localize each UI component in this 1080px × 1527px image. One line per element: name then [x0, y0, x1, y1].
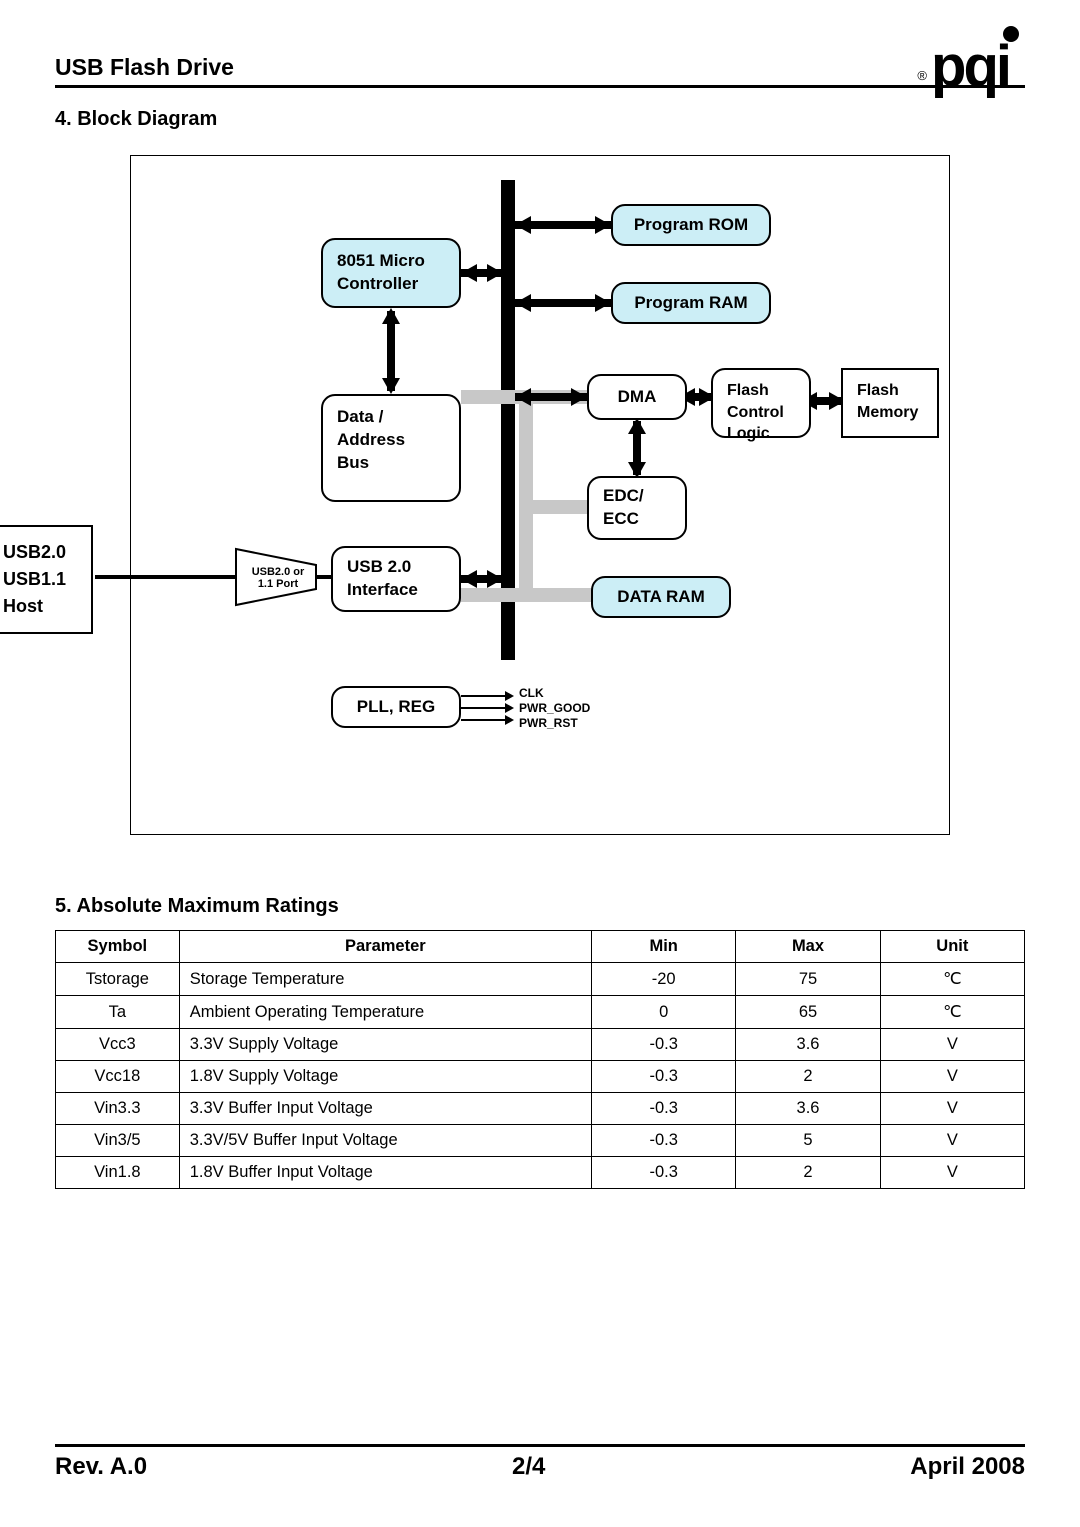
- table-row: TstorageStorage Temperature-2075℃: [56, 963, 1025, 996]
- table-cell: 0: [592, 996, 736, 1029]
- table-cell: V: [880, 1157, 1024, 1189]
- node-data-ram: DATA RAM: [591, 576, 731, 618]
- table-cell: -0.3: [592, 1125, 736, 1157]
- node-edc-ecc: EDC/ECC: [587, 476, 687, 540]
- col-symbol: Symbol: [56, 931, 180, 963]
- table-cell: -0.3: [592, 1157, 736, 1189]
- table-cell: V: [880, 1093, 1024, 1125]
- table-cell: 3.3V/5V Buffer Input Voltage: [179, 1125, 591, 1157]
- node-flash-control-logic: FlashControlLogic: [711, 368, 811, 438]
- table-cell: Ta: [56, 996, 180, 1029]
- node-program-rom: Program ROM: [611, 204, 771, 246]
- table-row: TaAmbient Operating Temperature065℃: [56, 996, 1025, 1029]
- table-cell: 5: [736, 1125, 880, 1157]
- table-row: Vin1.81.8V Buffer Input Voltage-0.32V: [56, 1157, 1025, 1189]
- table-cell: Vcc3: [56, 1029, 180, 1061]
- diagram-canvas: CLK PWR_GOOD PWR_RST 8051 MicroControlle…: [130, 155, 950, 835]
- table-cell: 3.3V Buffer Input Voltage: [179, 1093, 591, 1125]
- node-flash-memory: FlashMemory: [841, 368, 939, 438]
- table-cell: 2: [736, 1061, 880, 1093]
- node-program-ram: Program RAM: [611, 282, 771, 324]
- table-cell: Vin1.8: [56, 1157, 180, 1189]
- gray-bus-h-mid: [519, 500, 591, 514]
- node-usb-interface: USB 2.0Interface: [331, 546, 461, 612]
- col-max: Max: [736, 931, 880, 963]
- ratings-header-row: Symbol Parameter Min Max Unit: [56, 931, 1025, 963]
- table-cell: -20: [592, 963, 736, 996]
- table-cell: Ambient Operating Temperature: [179, 996, 591, 1029]
- brand-logo: ®pqi: [921, 40, 1025, 81]
- node-data-address-bus: Data /AddressBus: [321, 394, 461, 502]
- table-cell: Vcc18: [56, 1061, 180, 1093]
- table-cell: V: [880, 1061, 1024, 1093]
- pll-signal-labels: CLK PWR_GOOD PWR_RST: [519, 686, 590, 731]
- table-cell: ℃: [880, 963, 1024, 996]
- table-cell: 2: [736, 1157, 880, 1189]
- table-cell: Storage Temperature: [179, 963, 591, 996]
- table-row: Vin3/53.3V/5V Buffer Input Voltage-0.35V: [56, 1125, 1025, 1157]
- table-row: Vcc33.3V Supply Voltage-0.33.6V: [56, 1029, 1025, 1061]
- ratings-table: Symbol Parameter Min Max Unit TstorageSt…: [55, 930, 1025, 1189]
- table-cell: ℃: [880, 996, 1024, 1029]
- gray-bus-h-bot: [461, 588, 593, 602]
- table-cell: -0.3: [592, 1029, 736, 1061]
- footer-page: 2/4: [512, 1453, 545, 1481]
- table-cell: Vin3.3: [56, 1093, 180, 1125]
- section-ratings-heading: 5. Absolute Maximum Ratings: [55, 895, 1025, 918]
- table-cell: 3.6: [736, 1029, 880, 1061]
- table-cell: -0.3: [592, 1061, 736, 1093]
- table-cell: -0.3: [592, 1093, 736, 1125]
- col-parameter: Parameter: [179, 931, 591, 963]
- table-row: Vin3.33.3V Buffer Input Voltage-0.33.6V: [56, 1093, 1025, 1125]
- table-cell: Tstorage: [56, 963, 180, 996]
- col-min: Min: [592, 931, 736, 963]
- table-cell: 1.8V Buffer Input Voltage: [179, 1157, 591, 1189]
- table-cell: 3.3V Supply Voltage: [179, 1029, 591, 1061]
- block-diagram: CLK PWR_GOOD PWR_RST 8051 MicroControlle…: [55, 155, 1025, 835]
- table-cell: 65: [736, 996, 880, 1029]
- table-cell: 3.6: [736, 1093, 880, 1125]
- table-cell: V: [880, 1029, 1024, 1061]
- node-pll-reg: PLL, REG: [331, 686, 461, 728]
- node-8051-micro: 8051 MicroController: [321, 238, 461, 308]
- table-cell: Vin3/5: [56, 1125, 180, 1157]
- table-row: Vcc181.8V Supply Voltage-0.32V: [56, 1061, 1025, 1093]
- section-block-diagram-heading: 4. Block Diagram: [55, 108, 1025, 131]
- col-unit: Unit: [880, 931, 1024, 963]
- footer-date: April 2008: [910, 1453, 1025, 1481]
- document-title: USB Flash Drive: [55, 54, 234, 81]
- node-usb-host: USB2.0USB1.1Host: [0, 525, 93, 634]
- node-usb-port-label: USB2.0 or1.1 Port: [249, 566, 307, 590]
- page-footer: Rev. A.0 2/4 April 2008: [55, 1444, 1025, 1481]
- table-cell: 75: [736, 963, 880, 996]
- node-dma: DMA: [587, 374, 687, 420]
- gray-bus-v: [519, 390, 533, 602]
- footer-rev: Rev. A.0: [55, 1453, 147, 1481]
- table-cell: V: [880, 1125, 1024, 1157]
- table-cell: 1.8V Supply Voltage: [179, 1061, 591, 1093]
- page-header: USB Flash Drive ®pqi: [55, 40, 1025, 88]
